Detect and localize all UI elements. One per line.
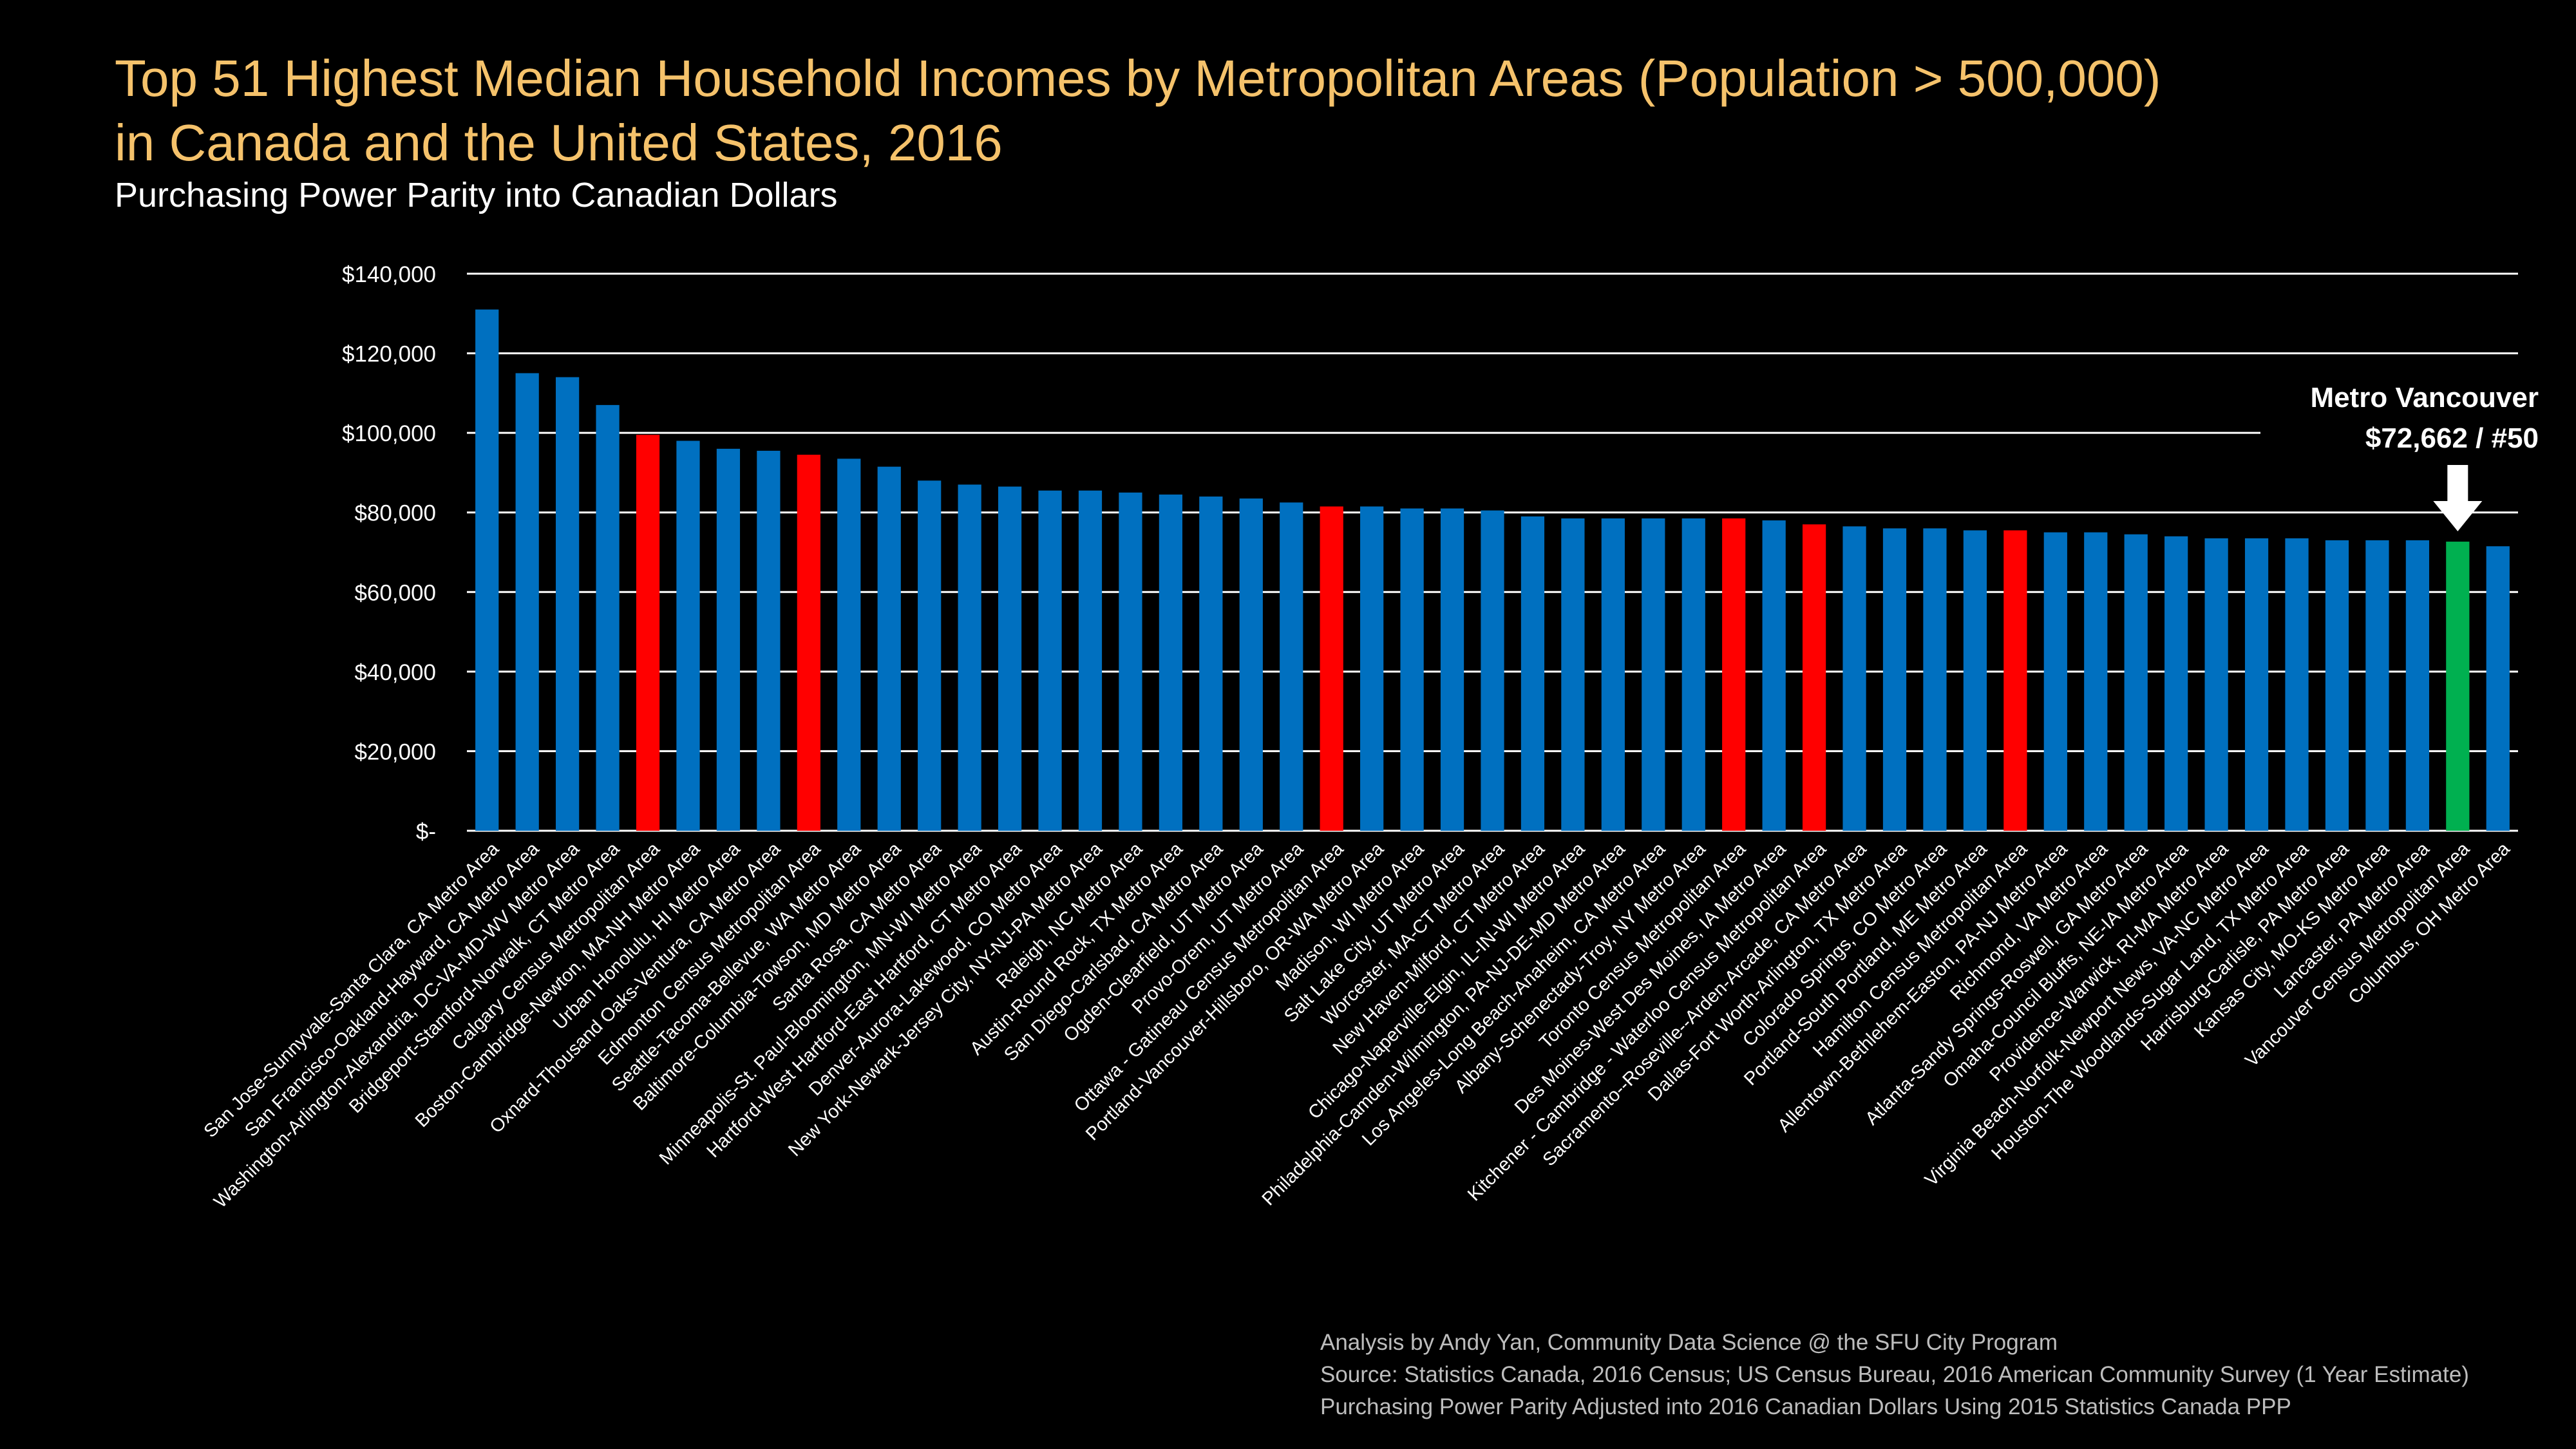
bar <box>1722 518 1746 831</box>
bar <box>1601 518 1625 831</box>
bar <box>1078 490 1103 831</box>
bar <box>515 373 539 831</box>
bar <box>1280 502 1303 831</box>
bar <box>2043 532 2067 831</box>
bar <box>797 455 820 831</box>
bar <box>2285 538 2309 831</box>
bar <box>596 404 620 831</box>
bar <box>1642 518 1665 831</box>
bar <box>2204 538 2228 831</box>
chart-title-line-1: Top 51 Highest Median Household Incomes … <box>115 50 2161 107</box>
bar <box>1320 506 1343 831</box>
source-notes: Analysis by Andy Yan, Community Data Sci… <box>1320 1327 2469 1423</box>
annotation-value: $72,662 / #50 <box>2365 422 2539 454</box>
bar <box>958 484 981 831</box>
y-tick-label: $140,000 <box>342 262 436 287</box>
chart-title-line-2: in Canada and the United States, 2016 <box>115 114 1003 171</box>
bar <box>837 459 861 831</box>
y-tick-label: $60,000 <box>354 580 436 605</box>
bar <box>475 309 499 831</box>
bar <box>1762 520 1786 831</box>
bar <box>918 480 942 831</box>
bar <box>2124 534 2148 831</box>
annotation-title: Metro Vancouver <box>2310 382 2539 413</box>
note-analysis: Analysis by Andy Yan, Community Data Sci… <box>1320 1330 2058 1355</box>
bar <box>716 448 741 831</box>
note-ppp: Purchasing Power Parity Adjusted into 20… <box>1320 1394 2291 1419</box>
y-tick-label: $80,000 <box>354 501 436 526</box>
bar <box>2084 532 2108 831</box>
bar <box>2405 540 2429 831</box>
bar <box>2365 540 2389 831</box>
bar <box>1119 492 1142 831</box>
bar <box>2446 542 2470 831</box>
bar <box>1963 530 1987 831</box>
bar <box>2003 530 2027 831</box>
bar <box>1199 497 1223 831</box>
y-axis-tick-labels: $- $20,000 $40,000 $60,000 $80,000 $100,000 $1… <box>342 262 436 844</box>
bar <box>2244 538 2269 831</box>
bar <box>636 435 660 831</box>
chart-title: Top 51 Highest Median Household Incomes … <box>115 46 2497 175</box>
vancouver-annotation: Metro Vancouver $72,662 / #50 <box>2260 375 2550 531</box>
bar <box>556 377 580 831</box>
down-arrow-icon <box>2433 465 2483 531</box>
bar <box>998 486 1022 831</box>
y-tick-label: $40,000 <box>354 660 436 685</box>
bar <box>2486 546 2510 831</box>
bar <box>1923 528 1947 831</box>
y-tick-label: $100,000 <box>342 421 436 446</box>
note-source: Source: Statistics Canada, 2016 Census; … <box>1320 1362 2469 1387</box>
bar <box>2164 536 2188 831</box>
bar <box>757 450 781 831</box>
y-tick-label: $- <box>416 819 436 844</box>
bar <box>1520 516 1545 831</box>
x-axis-tick-labels: San Jose-Sunnyvale-Santa Clara, CA Metro… <box>200 838 2515 1213</box>
bar <box>2325 540 2349 831</box>
y-tick-label: $20,000 <box>354 739 436 764</box>
bar <box>1802 524 1826 831</box>
bar <box>1360 506 1384 831</box>
bar <box>1561 518 1585 831</box>
bar <box>1842 526 1866 831</box>
x-tick-label: Bridgeport-Stamford-Norwalk, CT Metro Ar… <box>345 838 624 1117</box>
bar <box>1481 510 1504 831</box>
bar <box>1440 508 1464 831</box>
bar <box>1159 494 1183 831</box>
bar <box>676 440 700 831</box>
bar <box>1239 498 1263 831</box>
bars <box>475 309 2510 831</box>
bar <box>1681 518 1705 831</box>
bar <box>1400 508 1424 831</box>
bar <box>1882 528 1907 831</box>
bar <box>877 466 901 831</box>
annotation-backdrop <box>2260 375 2550 465</box>
chart-subtitle: Purchasing Power Parity into Canadian Do… <box>115 176 838 214</box>
bar <box>1038 490 1062 831</box>
y-tick-label: $120,000 <box>342 342 436 367</box>
